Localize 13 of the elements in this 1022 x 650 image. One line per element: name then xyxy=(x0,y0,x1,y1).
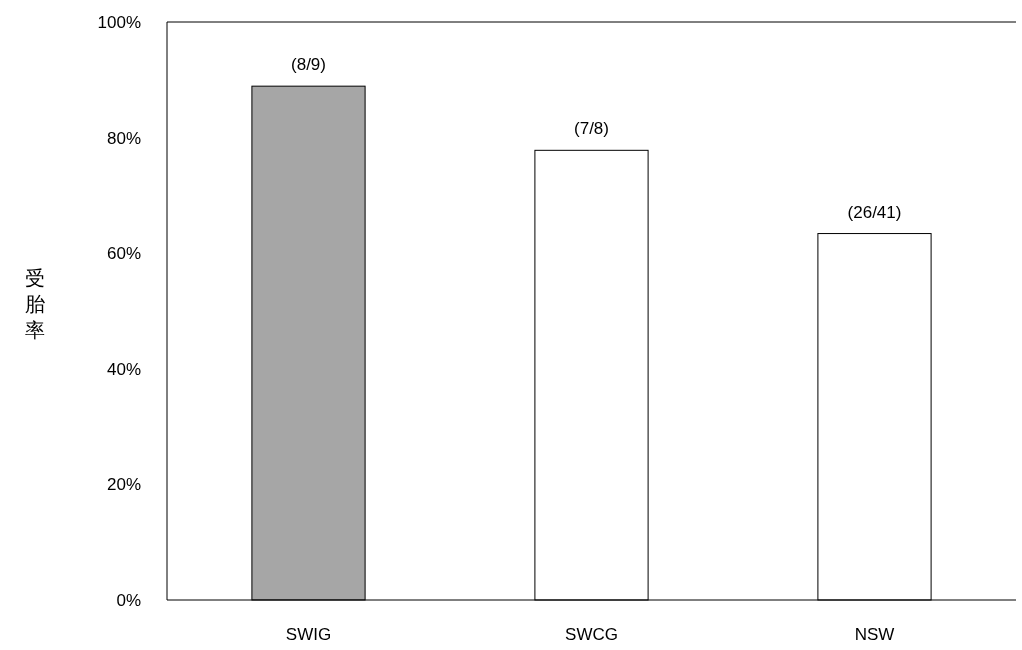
y-tick-label: 100% xyxy=(97,13,141,32)
data-label: (7/8) xyxy=(574,119,609,139)
x-tick-label: SWCG xyxy=(565,625,618,644)
y-tick-label: 40% xyxy=(106,359,141,379)
y-tick-label: 80% xyxy=(106,128,141,148)
y-axis-title: 受胎率 xyxy=(25,267,45,341)
data-label: (8/9) xyxy=(291,55,326,75)
data-label: (26/41) xyxy=(847,202,902,222)
y-tick-label: 60% xyxy=(106,244,141,264)
y-tick-label: 0% xyxy=(116,591,141,610)
y-tick-label: 20% xyxy=(106,475,141,495)
x-tick-label: NSW xyxy=(854,625,895,644)
x-tick-label: SWIG xyxy=(285,625,332,644)
